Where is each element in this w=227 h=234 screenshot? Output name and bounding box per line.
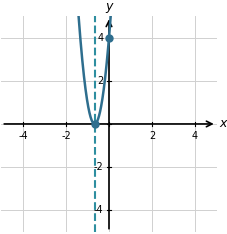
Text: -2: -2 bbox=[61, 132, 71, 142]
Text: 4: 4 bbox=[191, 132, 197, 142]
Text: -4: -4 bbox=[94, 205, 103, 215]
Text: x: x bbox=[219, 117, 226, 131]
Text: 4: 4 bbox=[97, 33, 103, 43]
Text: 2: 2 bbox=[148, 132, 154, 142]
Text: -2: -2 bbox=[94, 162, 103, 172]
Text: y: y bbox=[105, 0, 112, 13]
Text: -4: -4 bbox=[18, 132, 28, 142]
Text: 2: 2 bbox=[97, 76, 103, 86]
